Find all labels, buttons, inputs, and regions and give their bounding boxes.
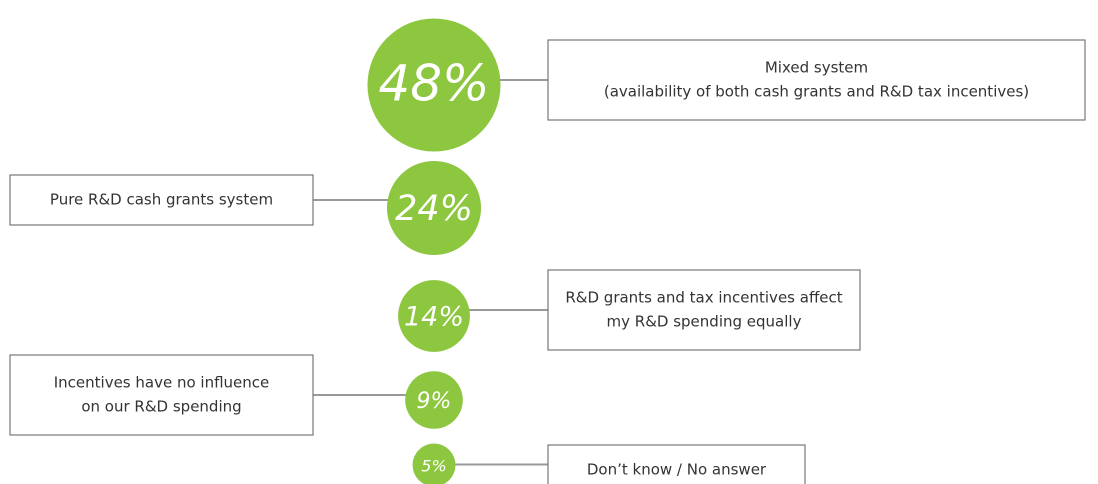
bubble <box>405 371 463 429</box>
bubble-label: 5% <box>421 457 446 476</box>
label-box <box>547 39 1086 121</box>
category-label: Incentives have no influence <box>54 374 270 392</box>
category-label: Don’t know / No answer <box>587 461 767 479</box>
category-label: on our R&D spending <box>81 398 241 416</box>
label-box <box>547 444 806 484</box>
category-label: Pure R&D cash grants system <box>50 191 273 209</box>
bubble <box>367 18 501 152</box>
bubble <box>398 280 470 352</box>
bubble <box>386 160 482 256</box>
bubble-label: 14% <box>404 302 464 333</box>
category-label: Mixed system <box>765 59 868 77</box>
bubble-label: 24% <box>395 189 473 229</box>
label-box <box>547 269 861 351</box>
category-label: R&D grants and tax incentives affect <box>565 289 842 307</box>
category-label: my R&D spending equally <box>607 313 802 331</box>
bubble-label: 9% <box>417 389 452 414</box>
bubble-label: 48% <box>378 55 489 113</box>
label-box <box>9 354 314 436</box>
bubble <box>412 443 456 484</box>
category-label: (availability of both cash grants and R&… <box>604 83 1029 101</box>
label-box <box>9 174 314 226</box>
